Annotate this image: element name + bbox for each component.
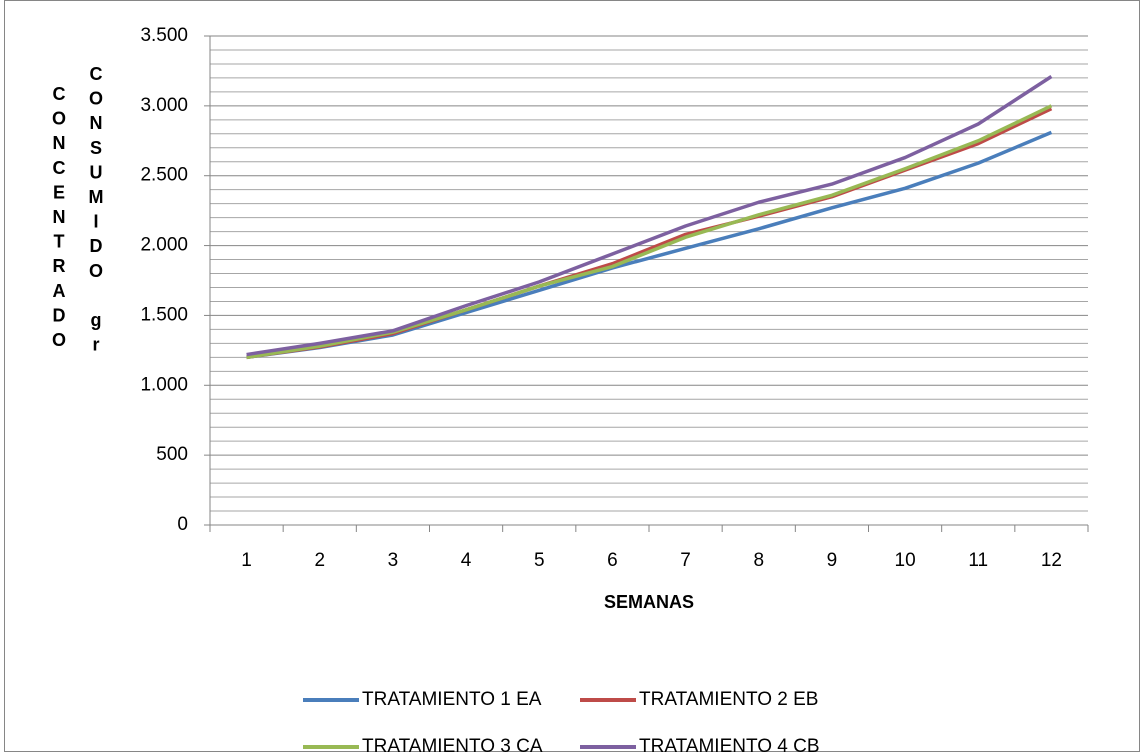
x-tick-label: 5 (534, 550, 545, 571)
x-tick-label: 6 (607, 550, 618, 571)
legend-label: TRATAMIENTO 1 EA (362, 689, 542, 710)
x-tick-label: 11 (968, 550, 988, 571)
y-tick-label: 3.500 (140, 25, 188, 46)
series-line (246, 130, 1053, 360)
x-tick-label: 2 (314, 550, 325, 571)
chart-border (4, 0, 1140, 752)
x-tick-label: 8 (753, 550, 764, 571)
x-tick-label: 7 (680, 550, 691, 571)
y-tick-label: 2.000 (140, 235, 188, 256)
legend-label: TRATAMIENTO 3 CA (362, 736, 543, 753)
y-tick-label: 3.000 (140, 95, 188, 116)
series-line (246, 75, 1053, 357)
x-tick-label: 10 (895, 550, 916, 571)
x-tick-label: 12 (1041, 550, 1062, 571)
y-axis-label: CONSUMIDO gr (86, 64, 106, 360)
legend-label: TRATAMIENTO 4 CB (639, 736, 820, 753)
x-tick-label: 9 (827, 550, 838, 571)
y-axis-label: CONCENTRADO (49, 84, 69, 355)
y-tick-label: 500 (156, 444, 188, 465)
legend-label: TRATAMIENTO 2 EB (639, 689, 818, 710)
y-tick-label: 1.500 (140, 304, 188, 325)
x-tick-label: 1 (241, 550, 252, 571)
y-tick-label: 1.000 (140, 374, 188, 395)
x-axis-label: SEMANAS (604, 592, 694, 612)
y-tick-label: 2.500 (140, 165, 188, 186)
y-tick-label: 0 (177, 514, 188, 535)
x-tick-label: 3 (388, 550, 399, 571)
x-tick-label: 4 (461, 550, 472, 571)
